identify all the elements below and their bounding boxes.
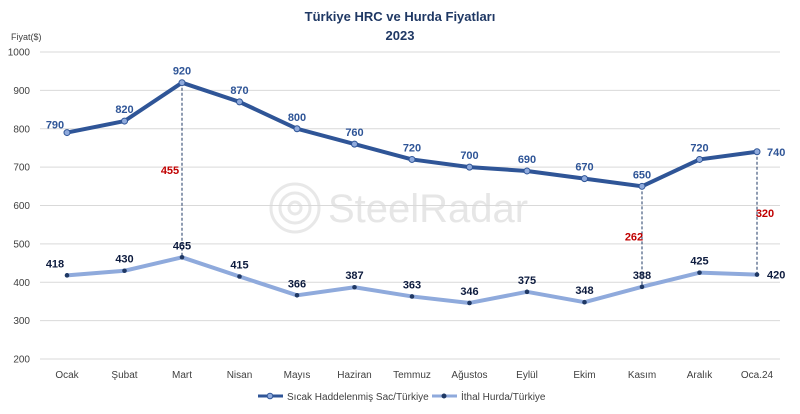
chart-subtitle: 2023 <box>386 28 415 43</box>
y-tick-label: 600 <box>13 201 30 212</box>
data-point <box>523 167 531 175</box>
data-point <box>408 155 416 163</box>
data-label-scrap: 348 <box>575 285 593 297</box>
data-label-hrc: 650 <box>633 169 651 181</box>
difference-label: 320 <box>756 208 774 220</box>
x-tick-label: Temmuz <box>393 370 431 381</box>
x-tick-label: Ocak <box>55 370 79 381</box>
data-point <box>753 148 761 156</box>
data-point <box>639 284 645 290</box>
data-label-scrap: 415 <box>230 259 248 271</box>
y-tick-label: 400 <box>13 278 30 289</box>
data-label-hrc: 800 <box>288 112 306 124</box>
data-point <box>409 294 415 299</box>
data-label-scrap: 425 <box>690 256 708 268</box>
y-tick-label: 800 <box>13 124 30 135</box>
data-label-scrap: 375 <box>518 275 536 287</box>
legend-marker-hrc <box>266 392 274 400</box>
data-point <box>64 273 70 278</box>
y-tick-label: 900 <box>13 86 30 97</box>
data-point <box>581 175 588 183</box>
data-label-hrc: 920 <box>173 66 191 78</box>
legend-label-hrc: Sıcak Haddelenmiş Sac/Türkiye <box>287 392 429 403</box>
data-label-hrc: 820 <box>115 104 133 116</box>
data-label-scrap: 418 <box>46 258 64 270</box>
difference-label: 262 <box>625 232 643 244</box>
data-label-hrc: 720 <box>690 142 708 154</box>
x-tick-label: Haziran <box>337 370 371 381</box>
data-label-scrap: 430 <box>115 254 133 266</box>
data-label-hrc: 760 <box>345 127 363 139</box>
data-point <box>466 163 473 171</box>
y-tick-label: 300 <box>13 316 30 327</box>
data-point <box>697 270 702 275</box>
data-point <box>467 300 472 306</box>
y-tick-label: 200 <box>13 355 30 366</box>
watermark-logo-inner <box>287 200 303 216</box>
data-point <box>524 289 530 295</box>
data-point <box>351 140 358 148</box>
data-point <box>121 117 128 125</box>
data-point <box>696 155 703 163</box>
x-tick-label: Mart <box>172 370 192 381</box>
data-label-scrap: 420 <box>767 270 785 282</box>
data-label-hrc: 690 <box>518 154 536 166</box>
watermark-logo-outer <box>269 182 321 234</box>
data-label-hrc: 790 <box>46 120 64 132</box>
data-point <box>754 272 760 277</box>
legend-marker-scrap <box>441 393 447 399</box>
x-tick-label: Kasım <box>628 370 656 381</box>
chart-title: Türkiye HRC ve Hurda Fiyatları <box>305 9 496 24</box>
legend: Sıcak Haddelenmiş Sac/Türkiye İthal Hurd… <box>258 390 546 403</box>
data-label-scrap: 363 <box>403 279 421 291</box>
data-label-scrap: 346 <box>460 286 478 298</box>
y-tick-label: 500 <box>13 239 30 250</box>
data-label-scrap: 465 <box>173 240 191 252</box>
x-tick-label: Oca.24 <box>741 370 774 381</box>
y-axis-label: Fiyat($) <box>11 32 42 42</box>
watermark-logo-mid <box>278 191 312 225</box>
data-point <box>352 284 357 290</box>
data-label-scrap: 387 <box>345 270 363 282</box>
x-tick-label: Mayıs <box>284 370 311 381</box>
legend-label-scrap: İthal Hurda/Türkiye <box>461 390 546 403</box>
x-tick-label: Eylül <box>516 370 538 381</box>
data-label-hrc: 870 <box>230 85 248 97</box>
data-point <box>293 125 301 133</box>
data-label-hrc: 700 <box>460 150 478 162</box>
x-tick-label: Ekim <box>573 370 595 381</box>
x-tick-label: Nisan <box>227 370 253 381</box>
data-point <box>237 274 242 279</box>
x-tick-label: Aralık <box>687 370 714 381</box>
difference-label: 455 <box>161 165 179 177</box>
data-point <box>63 129 71 137</box>
x-tick-label: Ağustos <box>451 370 487 381</box>
data-label-hrc: 740 <box>767 147 785 159</box>
data-label-scrap: 366 <box>288 278 306 290</box>
data-label-hrc: 670 <box>575 162 593 174</box>
x-tick-label: Şubat <box>111 370 137 381</box>
data-point <box>638 182 646 190</box>
data-point <box>179 255 185 260</box>
y-tick-label: 700 <box>13 163 30 174</box>
watermark: SteelRadar <box>269 182 528 234</box>
watermark-text: SteelRadar <box>328 187 528 231</box>
data-point <box>178 79 186 87</box>
data-label-hrc: 720 <box>403 142 421 154</box>
data-point <box>122 268 127 274</box>
data-label-scrap: 388 <box>633 270 651 282</box>
data-point <box>294 292 300 298</box>
y-tick-label: 1000 <box>8 48 31 59</box>
data-point <box>236 98 243 106</box>
data-point <box>582 299 587 305</box>
